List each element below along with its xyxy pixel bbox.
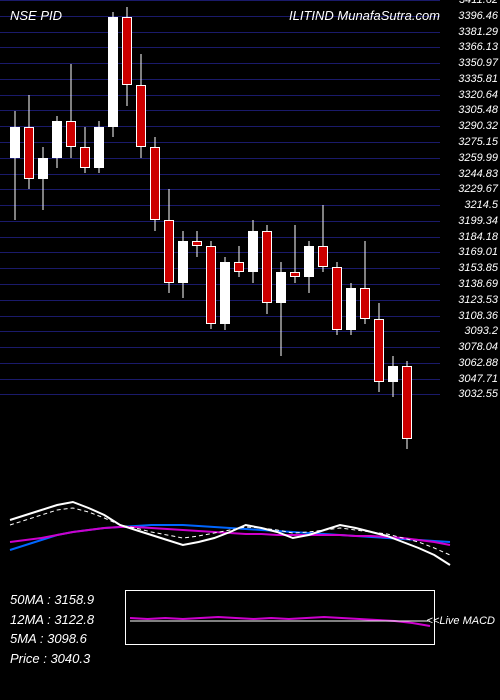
ticker-right: ILITIND MunafaSutra.com	[289, 8, 440, 23]
y-tick-label: 3047.71	[458, 373, 498, 385]
candlestick-chart	[0, 0, 440, 470]
info-line: Price : 3040.3	[10, 649, 94, 669]
y-tick-label: 3411.62	[459, 0, 498, 6]
y-tick-label: 3199.34	[458, 215, 498, 227]
y-tick-label: 3078.04	[458, 341, 498, 353]
y-tick-label: 3214.5	[464, 199, 498, 211]
y-tick-label: 3320.64	[458, 89, 498, 101]
chart-header: NSE PID ILITIND MunafaSutra.com	[0, 8, 500, 23]
y-tick-label: 3032.55	[458, 388, 498, 400]
y-tick-label: 3259.99	[458, 152, 498, 164]
macd-line	[126, 591, 434, 644]
y-tick-label: 3381.29	[458, 26, 498, 38]
y-tick-label: 3244.83	[458, 168, 498, 180]
y-tick-label: 3138.69	[458, 278, 498, 290]
y-tick-label: 3153.85	[458, 262, 498, 274]
y-tick-label: 3335.81	[458, 73, 498, 85]
y-tick-label: 3290.32	[458, 120, 498, 132]
y-tick-label: 3184.18	[458, 231, 498, 243]
y-tick-label: 3093.2	[464, 325, 498, 337]
y-tick-label: 3169.01	[458, 246, 498, 258]
y-tick-label: 3108.36	[458, 310, 498, 322]
y-tick-label: 3366.13	[458, 41, 498, 53]
indicator-lines	[0, 470, 500, 590]
y-tick-label: 3305.48	[458, 104, 498, 116]
candles-container	[0, 0, 440, 470]
macd-box	[125, 590, 435, 645]
y-tick-label: 3123.53	[458, 294, 498, 306]
indicator-panel	[0, 470, 500, 590]
y-tick-label: 3229.67	[458, 183, 498, 195]
y-tick-label: 3350.97	[458, 57, 498, 69]
y-axis: 3411.623396.463381.293366.133350.973335.…	[440, 0, 500, 470]
info-line: 5MA : 3098.6	[10, 629, 94, 649]
y-tick-label: 3062.88	[458, 357, 498, 369]
info-line: 12MA : 3122.8	[10, 610, 94, 630]
info-line: 50MA : 3158.9	[10, 590, 94, 610]
ma-info-text: 50MA : 3158.912MA : 3122.85MA : 3098.6Pr…	[10, 590, 94, 668]
y-tick-label: 3275.15	[458, 136, 498, 148]
macd-label: <<Live MACD	[427, 615, 495, 627]
ticker-left: NSE PID	[10, 8, 62, 23]
